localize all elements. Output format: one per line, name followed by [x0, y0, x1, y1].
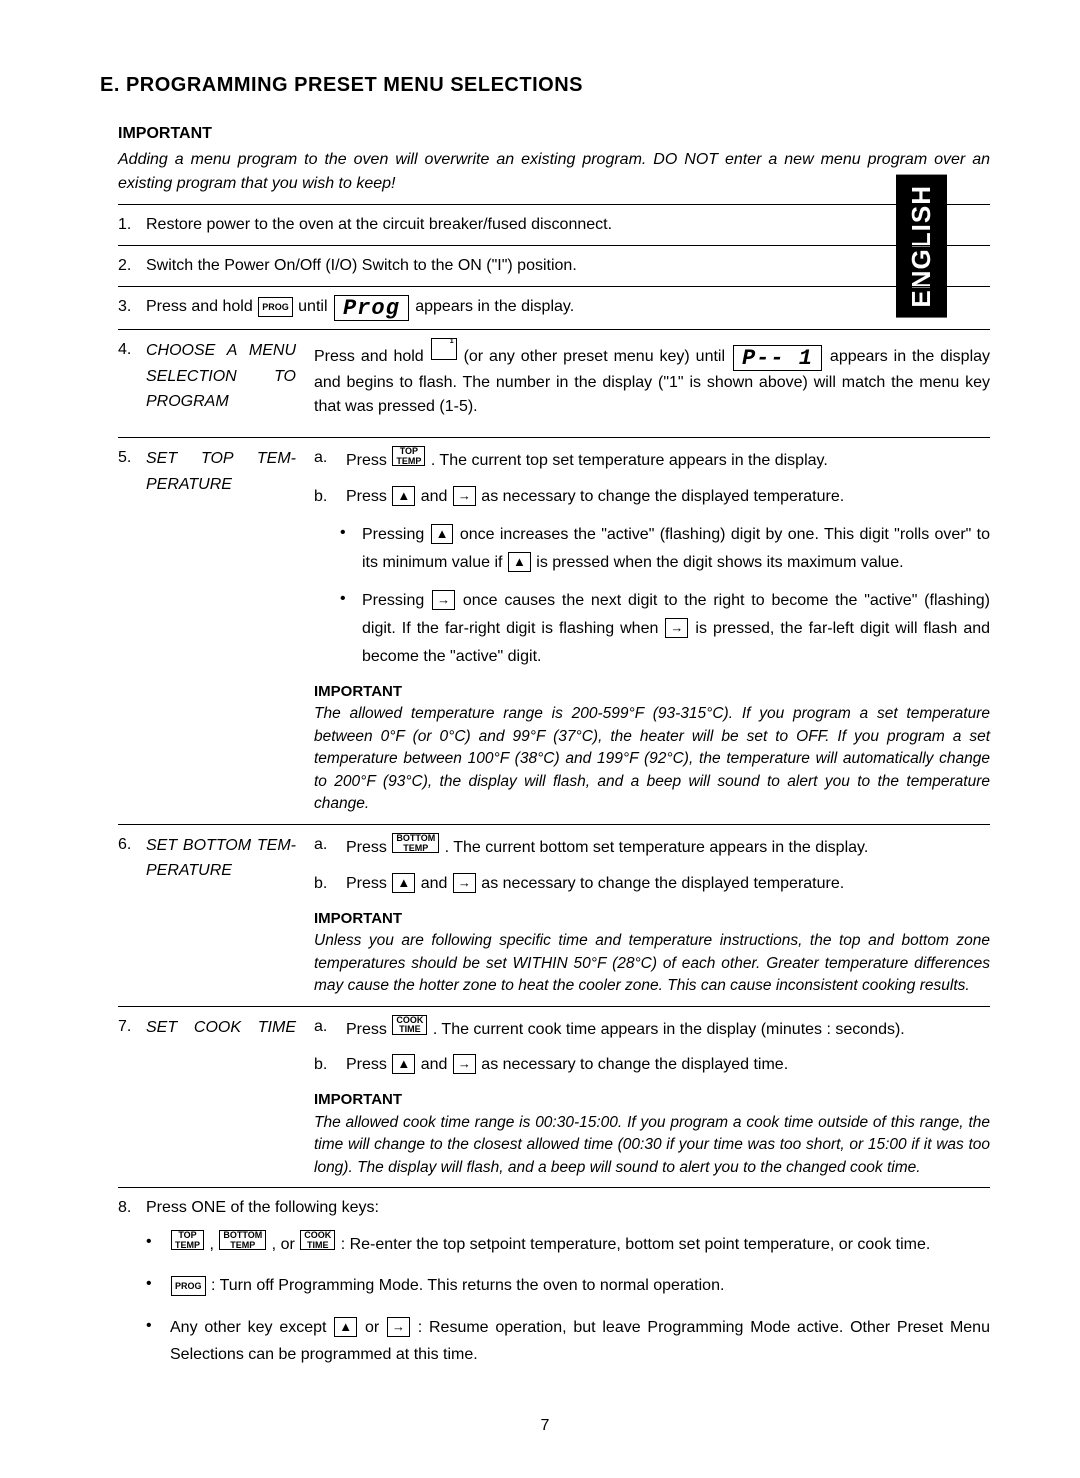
display-p1: P-- 1: [733, 345, 822, 371]
step-2: Switch the Power On/Off (I/O) Switch to …: [118, 245, 990, 286]
s7-important-head: IMPORTANT: [314, 1089, 990, 1112]
up-arrow-key: ▲: [392, 873, 415, 893]
s7-a-post: . The current cook time appears in the d…: [433, 1020, 905, 1037]
page-number: 7: [100, 1414, 990, 1438]
section-title: E. PROGRAMMING PRESET MENU SELECTIONS: [100, 70, 990, 100]
s6-b-pre: Press: [346, 875, 387, 892]
cook-time-key: COOKTIME: [300, 1230, 335, 1250]
steps-list: Restore power to the oven at the circuit…: [118, 204, 990, 1390]
step-4-title: CHOOSE A MENU SELECTION TO PROGRAM: [146, 338, 296, 429]
s6-important-body: Unless you are following specific time a…: [314, 930, 990, 997]
right-arrow-key: →: [665, 618, 688, 638]
s5-bul1-pre: Pressing: [362, 526, 424, 543]
s5-a-post: . The current top set temperature appear…: [431, 452, 828, 469]
s7-b-post: as necessary to change the displayed tim…: [481, 1056, 788, 1073]
step-4-a: Press and hold: [314, 348, 424, 365]
s6-b-post: as necessary to change the displayed tem…: [481, 875, 844, 892]
step-2-text: Switch the Power On/Off (I/O) Switch to …: [146, 257, 577, 274]
step-7: SET COOK TIME a. Press COOKTIME . The cu…: [118, 1006, 990, 1188]
bullet-dot: •: [146, 1272, 156, 1296]
up-arrow-key: ▲: [508, 552, 531, 572]
prog-key: PROG: [258, 297, 293, 317]
step-5-title: SET TOP TEM-PERATURE: [146, 446, 296, 816]
s5-important-body: The allowed temperature range is 200-599…: [314, 703, 990, 815]
s7-important-body: The allowed cook time range is 00:30-15:…: [314, 1112, 990, 1179]
s8-a-mid2: , or: [272, 1236, 295, 1253]
sub-b-label: b.: [314, 872, 332, 896]
up-arrow-key: ▲: [431, 524, 454, 544]
right-arrow-key: →: [453, 873, 476, 893]
s5-bul1-mid2: is pressed when the digit shows its maxi…: [536, 554, 903, 571]
step-1-text: Restore power to the oven at the circuit…: [146, 216, 612, 233]
sub-a-label: a.: [314, 446, 332, 473]
bullet-dot: •: [340, 521, 350, 577]
s5-b-mid: and: [421, 488, 448, 505]
bottom-temp-key: BOTTOMTEMP: [392, 833, 439, 853]
up-arrow-key: ▲: [334, 1317, 357, 1337]
top-temp-key: TOPTEMP: [392, 446, 425, 466]
step-1: Restore power to the oven at the circuit…: [118, 204, 990, 245]
step-4: CHOOSE A MENU SELECTION TO PROGRAM Press…: [118, 329, 990, 437]
s7-a-pre: Press: [346, 1020, 387, 1037]
s5-a-pre: Press: [346, 452, 387, 469]
right-arrow-key: →: [387, 1317, 410, 1337]
s7-b-mid: and: [421, 1056, 448, 1073]
s8-c-mid: or: [365, 1319, 379, 1336]
step-4-b: (or any other preset menu key) until: [464, 348, 725, 365]
s5-bul2-pre: Pressing: [362, 592, 424, 609]
preset-1-key: 1: [431, 338, 457, 360]
up-arrow-key: ▲: [392, 1054, 415, 1074]
step-3-b: until: [298, 298, 327, 315]
s5-important-head: IMPORTANT: [314, 681, 990, 704]
prog-key: PROG: [171, 1276, 206, 1296]
right-arrow-key: →: [432, 590, 455, 610]
sub-a-label: a.: [314, 833, 332, 860]
sub-b-label: b.: [314, 485, 332, 509]
bullet-dot: •: [340, 587, 350, 671]
step-3: Press and hold PROG until Prog appears i…: [118, 286, 990, 329]
s8-c-pre: Any other key except: [170, 1319, 326, 1336]
up-arrow-key: ▲: [392, 486, 415, 506]
s8-a-post: : Re-enter the top setpoint temperature,…: [341, 1236, 931, 1253]
bottom-temp-key: BOTTOMTEMP: [219, 1230, 266, 1250]
step-8: Press ONE of the following keys: • TOPTE…: [118, 1187, 990, 1390]
s6-a-pre: Press: [346, 839, 387, 856]
display-prog: Prog: [334, 295, 409, 321]
s8-a-mid1: ,: [209, 1236, 213, 1253]
important-body: Adding a menu program to the oven will o…: [118, 148, 990, 196]
s7-b-pre: Press: [346, 1056, 387, 1073]
cook-time-key: COOKTIME: [392, 1015, 427, 1035]
s6-important-head: IMPORTANT: [314, 908, 990, 931]
bullet-dot: •: [146, 1314, 156, 1338]
s5-b-pre: Press: [346, 488, 387, 505]
right-arrow-key: →: [453, 1054, 476, 1074]
step-8-text: Press ONE of the following keys:: [146, 1199, 379, 1216]
step-6-title: SET BOTTOM TEM-PERATURE: [146, 833, 296, 998]
step-3-c: appears in the display.: [415, 298, 574, 315]
right-arrow-key: →: [453, 486, 476, 506]
bullet-dot: •: [146, 1230, 156, 1254]
s8-b-post: : Turn off Programming Mode. This return…: [211, 1277, 724, 1294]
sub-b-label: b.: [314, 1053, 332, 1077]
sub-a-label: a.: [314, 1015, 332, 1042]
s5-b-post: as necessary to change the displayed tem…: [481, 488, 844, 505]
top-temp-key: TOPTEMP: [171, 1230, 204, 1250]
step-7-title: SET COOK TIME: [146, 1015, 296, 1180]
step-3-a: Press and hold: [146, 298, 253, 315]
step-5: SET TOP TEM-PERATURE a. Press TOPTEMP . …: [118, 437, 990, 824]
s6-a-post: . The current bottom set temperature app…: [445, 839, 869, 856]
step-6: SET BOTTOM TEM-PERATURE a. Press BOTTOMT…: [118, 824, 990, 1006]
important-heading: IMPORTANT: [118, 122, 990, 146]
s6-b-mid: and: [421, 875, 448, 892]
